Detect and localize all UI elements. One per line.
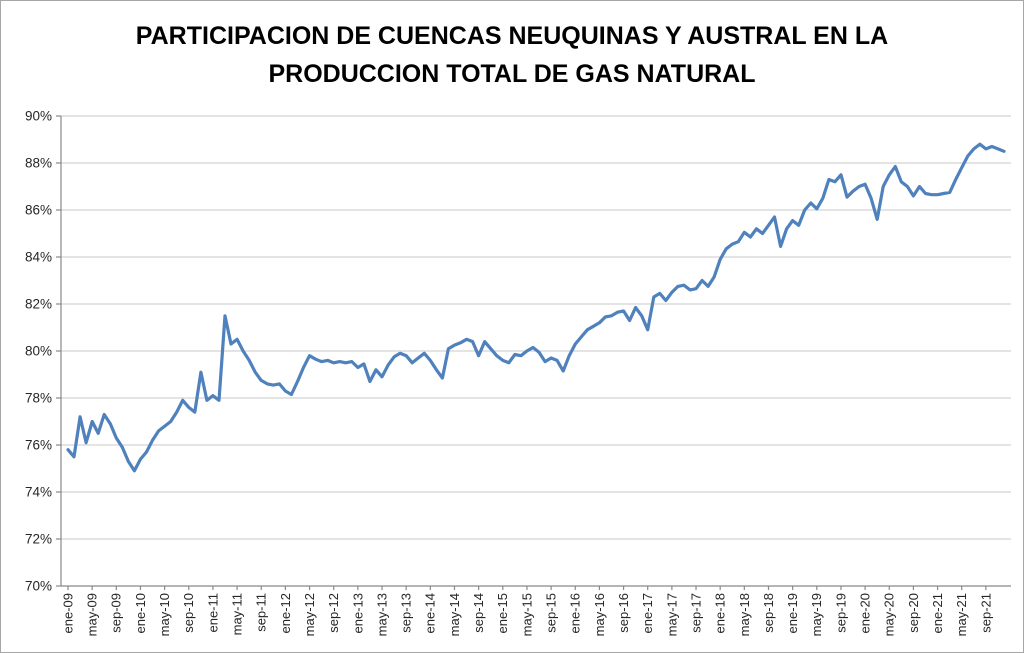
x-tick-label: ene-10 bbox=[133, 593, 148, 633]
data-series-line bbox=[66, 142, 1006, 473]
x-tick-label: sep-18 bbox=[761, 593, 776, 633]
x-tick-label: ene-19 bbox=[785, 593, 800, 633]
y-tick-label: 72% bbox=[25, 532, 52, 547]
y-tick-label: 82% bbox=[25, 297, 52, 312]
x-tick-label: may-15 bbox=[519, 593, 534, 636]
x-tick-label: may-14 bbox=[447, 593, 462, 636]
x-tick-label: sep-21 bbox=[978, 593, 993, 633]
x-tick-label: may-21 bbox=[954, 593, 969, 636]
x-tick-label: may-10 bbox=[157, 593, 172, 636]
x-tick-label: ene-20 bbox=[858, 593, 873, 633]
y-tick-label: 84% bbox=[25, 250, 52, 265]
x-tick-label: sep-13 bbox=[399, 593, 414, 633]
x-tick-label: may-13 bbox=[374, 593, 389, 636]
x-tick-label: may-16 bbox=[592, 593, 607, 636]
x-tick-label: sep-12 bbox=[326, 593, 341, 633]
x-tick-label: ene-14 bbox=[423, 593, 438, 633]
y-tick-label: 80% bbox=[25, 344, 52, 359]
y-tick-label: 78% bbox=[25, 391, 52, 406]
x-tick-label: may-17 bbox=[664, 593, 679, 636]
x-tick-label: may-20 bbox=[882, 593, 897, 636]
chart-title-line1: PARTICIPACION DE CUENCAS NEUQUINAS Y AUS… bbox=[135, 22, 889, 50]
x-tick-label: may-18 bbox=[737, 593, 752, 636]
y-tick-label: 70% bbox=[25, 579, 52, 594]
x-tick-label: sep-11 bbox=[254, 593, 269, 632]
x-tick-label: sep-14 bbox=[471, 593, 486, 633]
x-tick-label: sep-16 bbox=[616, 593, 631, 633]
y-tick-label: 86% bbox=[25, 203, 52, 218]
x-tick-label: ene-13 bbox=[350, 593, 365, 633]
y-tick-label: 76% bbox=[25, 438, 52, 453]
x-tick-label: ene-17 bbox=[640, 593, 655, 633]
x-tick-label: sep-17 bbox=[688, 593, 703, 633]
x-tick-label: may-19 bbox=[809, 593, 824, 636]
x-tick-label: ene-18 bbox=[713, 593, 728, 633]
y-tick-label: 74% bbox=[25, 485, 52, 500]
x-tick-label: sep-19 bbox=[833, 593, 848, 633]
x-tick-label: ene-16 bbox=[568, 593, 583, 633]
y-tick-label: 88% bbox=[25, 156, 52, 171]
x-tick-label: ene-09 bbox=[60, 593, 75, 633]
y-tick-label: 90% bbox=[25, 109, 52, 124]
x-tick-label: ene-12 bbox=[278, 593, 293, 633]
x-tick-label: sep-10 bbox=[181, 593, 196, 633]
x-tick-label: ene-11 bbox=[205, 593, 220, 633]
x-tick-label: sep-09 bbox=[109, 593, 124, 633]
x-tick-label: sep-15 bbox=[544, 593, 559, 633]
x-tick-label: may-12 bbox=[302, 593, 317, 636]
x-tick-label: may-11 bbox=[230, 593, 245, 635]
x-tick-label: ene-21 bbox=[930, 593, 945, 633]
chart-title: PARTICIPACION DE CUENCAS NEUQUINAS Y AUS… bbox=[1, 17, 1023, 93]
x-tick-label: ene-15 bbox=[495, 593, 510, 633]
x-tick-label: may-09 bbox=[85, 593, 100, 636]
x-tick-label: sep-20 bbox=[906, 593, 921, 633]
chart-title-line2: PRODUCCION TOTAL DE GAS NATURAL bbox=[268, 60, 756, 88]
